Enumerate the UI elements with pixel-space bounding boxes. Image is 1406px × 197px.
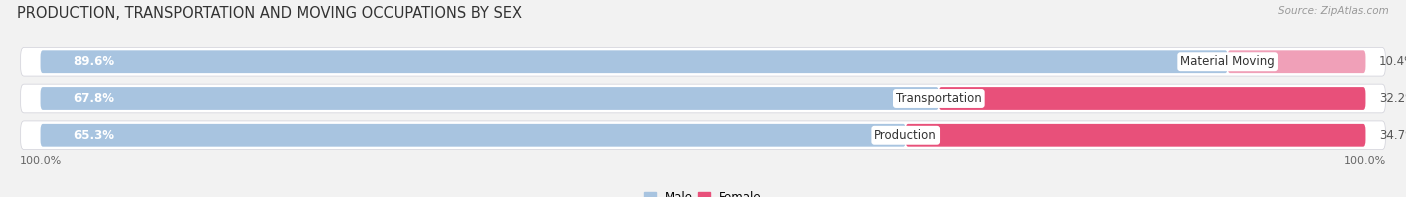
- Text: 67.8%: 67.8%: [73, 92, 115, 105]
- FancyBboxPatch shape: [21, 47, 1385, 76]
- Text: 32.2%: 32.2%: [1379, 92, 1406, 105]
- Text: 89.6%: 89.6%: [73, 55, 115, 68]
- FancyBboxPatch shape: [905, 124, 1365, 147]
- Text: 10.4%: 10.4%: [1379, 55, 1406, 68]
- FancyBboxPatch shape: [41, 124, 905, 147]
- FancyBboxPatch shape: [1227, 50, 1365, 73]
- Text: Production: Production: [875, 129, 936, 142]
- Text: Material Moving: Material Moving: [1180, 55, 1275, 68]
- FancyBboxPatch shape: [939, 87, 1365, 110]
- FancyBboxPatch shape: [21, 84, 1385, 113]
- Text: Transportation: Transportation: [896, 92, 981, 105]
- Text: 34.7%: 34.7%: [1379, 129, 1406, 142]
- FancyBboxPatch shape: [41, 87, 939, 110]
- FancyBboxPatch shape: [21, 121, 1385, 150]
- Text: 65.3%: 65.3%: [73, 129, 115, 142]
- Text: Source: ZipAtlas.com: Source: ZipAtlas.com: [1278, 6, 1389, 16]
- FancyBboxPatch shape: [41, 50, 1227, 73]
- Legend: Male, Female: Male, Female: [640, 186, 766, 197]
- Text: PRODUCTION, TRANSPORTATION AND MOVING OCCUPATIONS BY SEX: PRODUCTION, TRANSPORTATION AND MOVING OC…: [17, 6, 522, 21]
